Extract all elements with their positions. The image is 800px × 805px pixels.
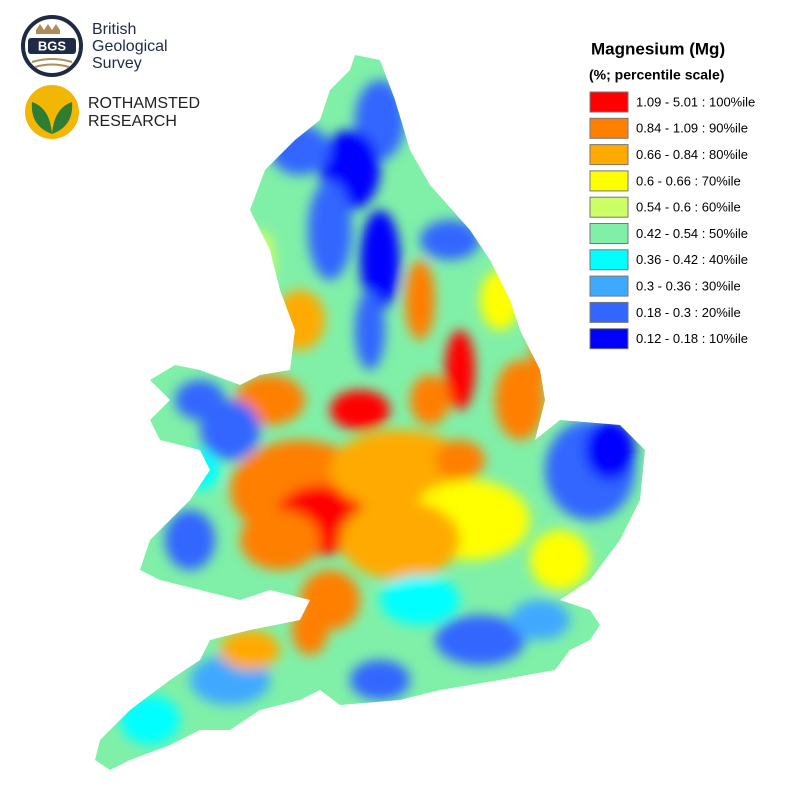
map-patch — [240, 510, 320, 570]
rothamsted-text: RESEARCH — [88, 113, 177, 130]
legend-swatch — [589, 91, 629, 113]
map-patch — [180, 450, 220, 490]
map-patch — [270, 125, 330, 175]
map-patch — [120, 695, 180, 745]
map-patch — [435, 615, 525, 665]
rothamsted-text: ROTHAMSTED — [88, 95, 200, 112]
legend-label: 0.66 - 0.84 : 80%ile — [636, 147, 748, 162]
map-patch — [275, 290, 325, 350]
legend-label: 0.3 - 0.36 : 30%ile — [636, 279, 741, 294]
map-patch — [510, 600, 570, 640]
map-patch — [530, 335, 550, 385]
legend-label: 0.6 - 0.66 : 70%ile — [636, 173, 741, 188]
legend-label: 0.18 - 0.3 : 20%ile — [636, 305, 741, 320]
legend-swatch — [589, 196, 629, 218]
bgs-text: Geological — [92, 38, 168, 55]
legend-title: Magnesium (Mg) — [591, 39, 725, 58]
map-patch — [220, 630, 280, 670]
legend-swatch — [589, 301, 629, 323]
map-patch — [308, 180, 352, 280]
bgs-logo: BGS British Geological Survey — [21, 15, 168, 77]
map-patch — [405, 260, 435, 340]
legend-swatch — [589, 117, 629, 139]
map-patch — [380, 575, 460, 625]
legend: Magnesium (Mg) (%; percentile scale) 1.0… — [589, 39, 755, 350]
map-patch — [175, 380, 225, 420]
map-patch — [495, 360, 545, 440]
legend-swatch — [589, 223, 629, 244]
bgs-text: Survey — [92, 55, 142, 72]
legend-swatch — [589, 275, 629, 297]
map-patch — [420, 220, 480, 260]
legend-swatch — [589, 144, 629, 166]
map-patch — [585, 420, 635, 480]
legend-label: 0.36 - 0.42 : 40%ile — [636, 252, 748, 267]
legend-swatch — [589, 249, 629, 271]
rothamsted-logo: ROTHAMSTED RESEARCH — [25, 85, 200, 139]
map-patch — [360, 210, 400, 310]
map-patch — [350, 660, 410, 700]
legend-swatch — [589, 328, 629, 350]
legend-label: 0.84 - 1.09 : 90%ile — [636, 121, 748, 136]
map-patch — [530, 530, 590, 590]
map-patch — [245, 230, 275, 290]
legend-label: 0.12 - 0.18 : 10%ile — [636, 331, 748, 346]
map-patch — [410, 375, 450, 425]
map-patch — [292, 605, 328, 655]
map-patch — [340, 500, 460, 580]
map-patch — [445, 330, 475, 410]
map-patch — [480, 270, 520, 330]
map-patch — [435, 440, 485, 480]
legend-swatch — [589, 170, 629, 192]
map-patch — [355, 290, 385, 370]
legend-label: 0.42 - 0.54 : 50%ile — [636, 226, 748, 241]
map — [95, 55, 645, 770]
legend-label: 0.54 - 0.6 : 60%ile — [636, 200, 741, 215]
map-patch — [165, 510, 215, 570]
legend-subtitle: (%; percentile scale) — [589, 67, 724, 83]
map-patch — [330, 390, 390, 430]
bgs-text: British — [92, 21, 136, 38]
bgs-badge: BGS — [38, 38, 67, 53]
legend-label: 1.09 - 5.01 : 100%ile — [636, 94, 755, 109]
